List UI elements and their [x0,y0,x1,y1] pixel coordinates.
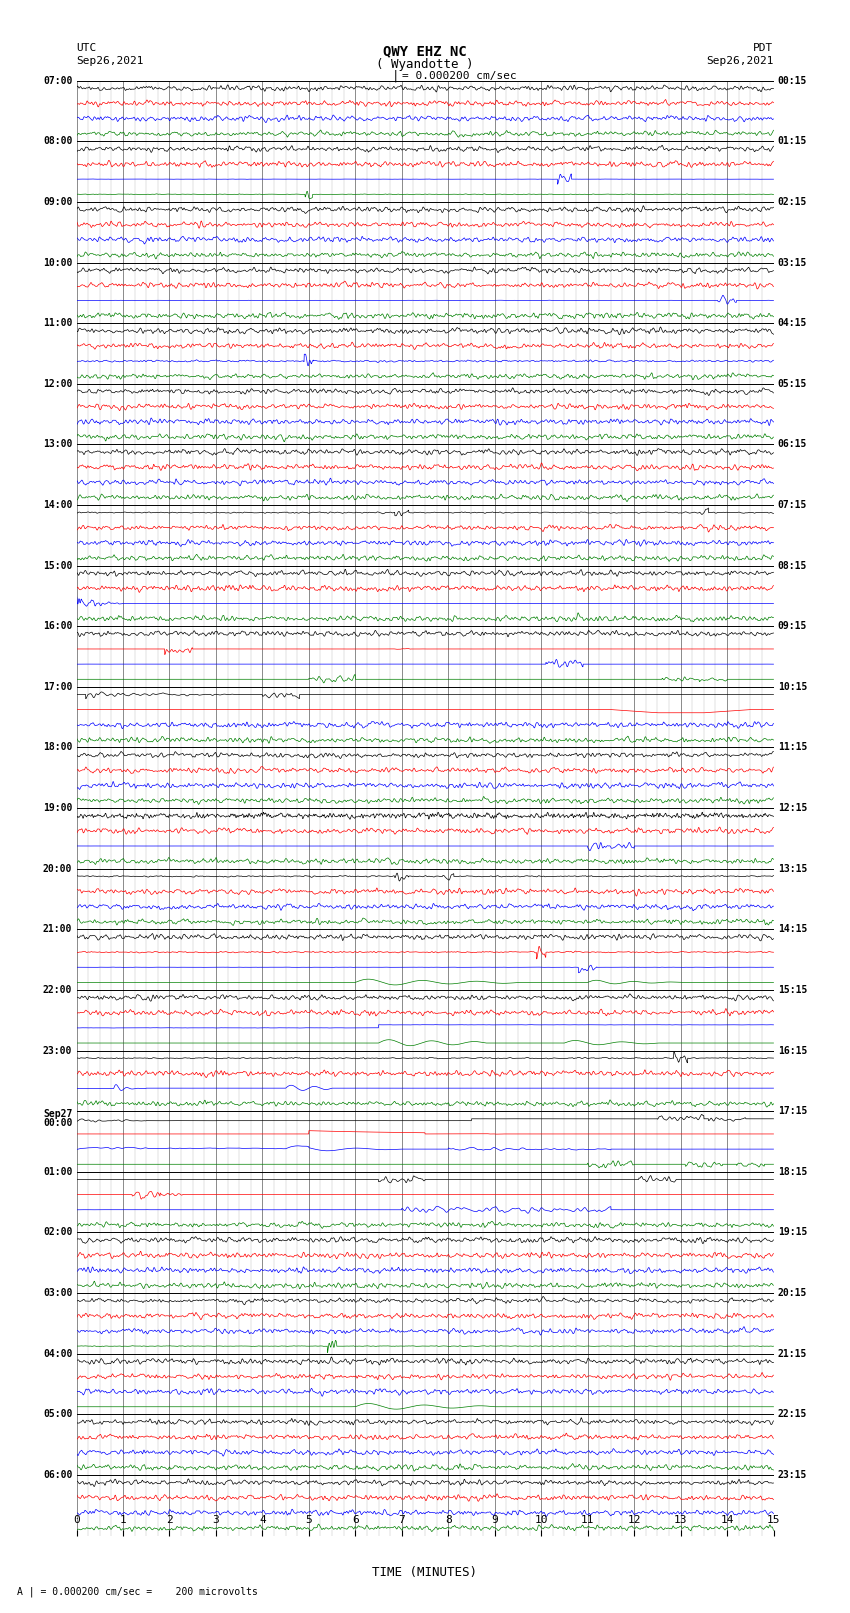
Text: PDT: PDT [753,44,774,53]
Text: 10:15: 10:15 [778,682,807,692]
Text: 00:15: 00:15 [778,76,807,85]
Text: 19:15: 19:15 [778,1227,807,1237]
Text: 01:00: 01:00 [42,1166,72,1177]
Text: 18:15: 18:15 [778,1166,807,1177]
Text: 15:15: 15:15 [778,986,807,995]
Text: 17:15: 17:15 [778,1107,807,1116]
Text: = 0.000200 cm/sec: = 0.000200 cm/sec [402,71,517,81]
Text: 02:15: 02:15 [778,197,807,206]
Text: 03:00: 03:00 [42,1289,72,1298]
Text: 16:00: 16:00 [42,621,72,631]
Text: 17:00: 17:00 [42,682,72,692]
Text: 08:15: 08:15 [778,561,807,571]
Text: 06:00: 06:00 [42,1469,72,1481]
Text: 12:15: 12:15 [778,803,807,813]
Text: 16:15: 16:15 [778,1045,807,1055]
Text: 18:00: 18:00 [42,742,72,753]
Text: 20:15: 20:15 [778,1289,807,1298]
Text: 22:00: 22:00 [42,986,72,995]
Text: 09:15: 09:15 [778,621,807,631]
Text: Sep27: Sep27 [42,1110,72,1119]
Text: 07:15: 07:15 [778,500,807,510]
Text: 10:00: 10:00 [42,258,72,268]
Text: 04:15: 04:15 [778,318,807,327]
Text: ( Wyandotte ): ( Wyandotte ) [377,58,473,71]
Text: QWY EHZ NC: QWY EHZ NC [383,45,467,58]
Text: 01:15: 01:15 [778,135,807,147]
Text: 03:15: 03:15 [778,258,807,268]
Text: 22:15: 22:15 [778,1410,807,1419]
Text: 05:00: 05:00 [42,1410,72,1419]
Text: 14:15: 14:15 [778,924,807,934]
Text: A | = 0.000200 cm/sec =    200 microvolts: A | = 0.000200 cm/sec = 200 microvolts [17,1587,258,1597]
Text: 11:15: 11:15 [778,742,807,753]
Text: 19:00: 19:00 [42,803,72,813]
Text: Sep26,2021: Sep26,2021 [706,56,774,66]
Text: 08:00: 08:00 [42,135,72,147]
Text: 05:15: 05:15 [778,379,807,389]
Text: Sep26,2021: Sep26,2021 [76,56,144,66]
Text: 02:00: 02:00 [42,1227,72,1237]
Text: 00:00: 00:00 [42,1118,72,1129]
Text: 06:15: 06:15 [778,439,807,450]
Text: 11:00: 11:00 [42,318,72,327]
Text: |: | [392,69,399,82]
Text: 23:15: 23:15 [778,1469,807,1481]
Text: UTC: UTC [76,44,97,53]
Text: 12:00: 12:00 [42,379,72,389]
Text: 04:00: 04:00 [42,1348,72,1358]
Text: TIME (MINUTES): TIME (MINUTES) [372,1566,478,1579]
Text: 15:00: 15:00 [42,561,72,571]
Text: 13:00: 13:00 [42,439,72,450]
Text: 21:15: 21:15 [778,1348,807,1358]
Text: 20:00: 20:00 [42,863,72,874]
Text: 13:15: 13:15 [778,863,807,874]
Text: 21:00: 21:00 [42,924,72,934]
Text: 14:00: 14:00 [42,500,72,510]
Text: 23:00: 23:00 [42,1045,72,1055]
Text: 09:00: 09:00 [42,197,72,206]
Text: 07:00: 07:00 [42,76,72,85]
